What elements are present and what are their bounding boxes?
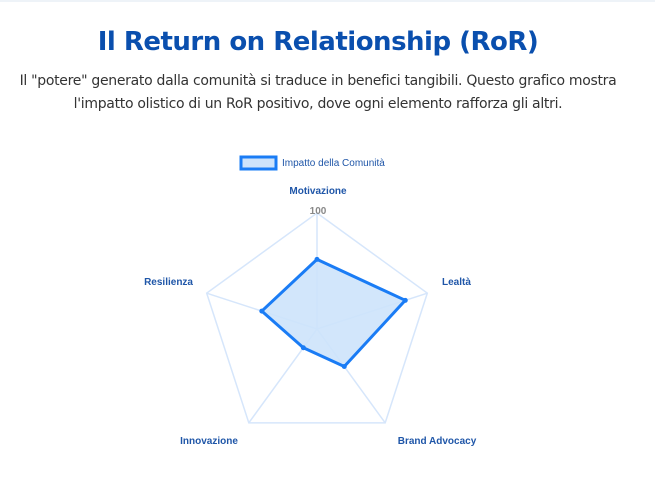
tick-label: 100 bbox=[310, 206, 327, 217]
data-point bbox=[341, 364, 347, 370]
axis-label: Lealtà bbox=[442, 277, 471, 288]
top-border bbox=[0, 0, 655, 2]
grid-outline bbox=[205, 212, 429, 424]
subtitle-line: l'impatto olistico di un RoR positivo, d… bbox=[73, 96, 563, 112]
data-point bbox=[300, 345, 306, 351]
subtitle-line: Il "potere" generato dalla comunità si t… bbox=[19, 73, 617, 89]
axis-label: Innovazione bbox=[180, 436, 238, 447]
data-point bbox=[314, 256, 320, 262]
axis-label: Brand Advocacy bbox=[398, 436, 477, 447]
page-subtitle: Il "potere" generato dalla comunità si t… bbox=[0, 70, 636, 116]
data-point bbox=[259, 308, 265, 314]
axis-label: Motivazione bbox=[289, 186, 347, 197]
series-area bbox=[260, 257, 407, 369]
legend-swatch[interactable] bbox=[239, 155, 278, 171]
legend-label[interactable]: Impatto della Comunità bbox=[282, 158, 385, 169]
data-point bbox=[402, 297, 408, 303]
axis-label: Resilienza bbox=[144, 277, 193, 288]
page-title: Il Return on Relationship (RoR) bbox=[97, 27, 539, 57]
